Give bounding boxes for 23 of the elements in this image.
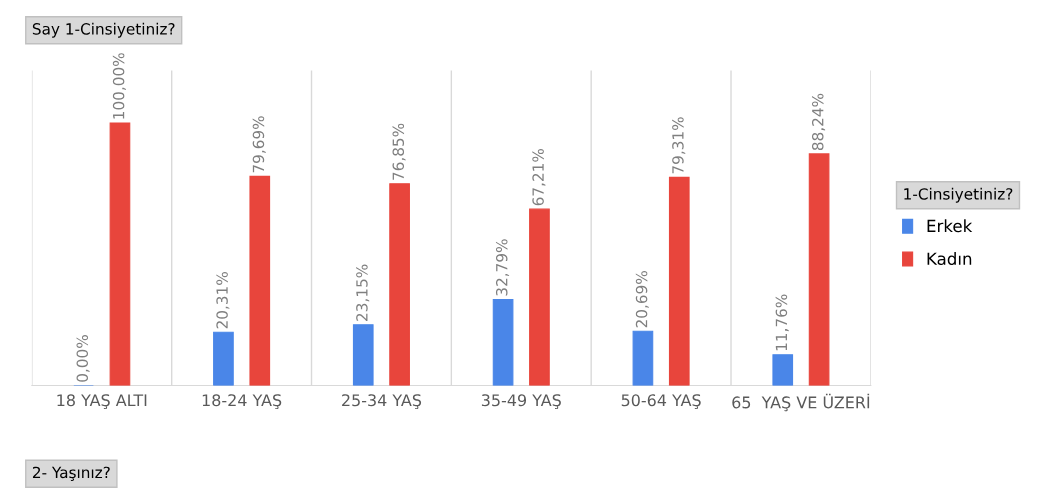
data-label: 67,21% (532, 148, 546, 206)
legend-label: Kadın (927, 252, 972, 266)
x-tick-label: 25-34 YAŞ (342, 394, 422, 410)
data-label: 20,69% (635, 271, 649, 328)
data-label: 23,15% (356, 264, 370, 321)
x-tick-label: 50-64 YAŞ (621, 394, 701, 410)
legend-title: 1-Cinsiyetiniz? (904, 187, 1013, 203)
legend-label: Erkek (927, 219, 973, 233)
data-label: 100,00% (112, 53, 126, 119)
x-axis-title: 2- Yaşınız? (32, 466, 110, 481)
data-label: 20,31% (216, 272, 230, 329)
data-label: 79,69% (252, 116, 266, 173)
x-tick-label: 35-49 YAŞ (481, 394, 561, 410)
x-tick-label: 18 YAŞ ALTI (57, 394, 147, 410)
data-label: 76,85% (392, 123, 406, 180)
chart-title: Say 1-Cinsiyetiniz? (32, 22, 175, 38)
x-tick-label: 65 YAŞ VE ÜZERİ (732, 393, 870, 412)
data-label: 11,76% (775, 294, 789, 351)
data-label: 88,24% (811, 93, 826, 151)
data-label: 79,31% (672, 117, 686, 174)
data-label: 0,00% (76, 335, 90, 382)
x-tick-label: 18-24 YAŞ (202, 394, 282, 410)
data-label: 32,79% (495, 239, 510, 296)
